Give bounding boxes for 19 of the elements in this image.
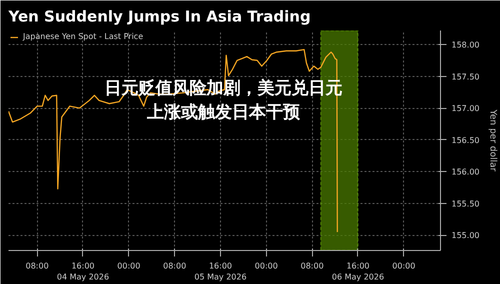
x-tick-label: 16:00 06 May 2026 xyxy=(332,262,384,282)
y-tick-label: 155.00 xyxy=(452,231,480,240)
chart-title: Yen Suddenly Jumps In Asia Trading xyxy=(8,8,311,26)
x-tick-label: 08:00 xyxy=(163,262,186,270)
y-tick-label: 156.50 xyxy=(452,136,480,145)
y-tick-label: 157.00 xyxy=(452,104,480,114)
x-tick-label: 08:00 xyxy=(300,262,324,270)
y-tick-label: 156.00 xyxy=(452,168,480,177)
y-tick-label: 158.00 xyxy=(452,40,480,50)
x-tick-label: 00:00 xyxy=(392,262,416,270)
x-tick-label: 00:00 xyxy=(254,262,278,270)
x-tick-label: 00:00 xyxy=(117,262,140,270)
x-tick-label: 16:00 05 May 2026 xyxy=(194,262,247,282)
y-tick-label: 155.50 xyxy=(452,199,480,208)
y-axis-title: Yen per dollar xyxy=(487,108,498,172)
y-tick-label: 157.50 xyxy=(452,72,480,82)
x-tick-label: 16:00 04 May 2026 xyxy=(56,262,110,282)
legend-label: Japanese Yen Spot - Last Price xyxy=(23,32,144,41)
x-tick-label: 08:00 xyxy=(26,262,49,270)
